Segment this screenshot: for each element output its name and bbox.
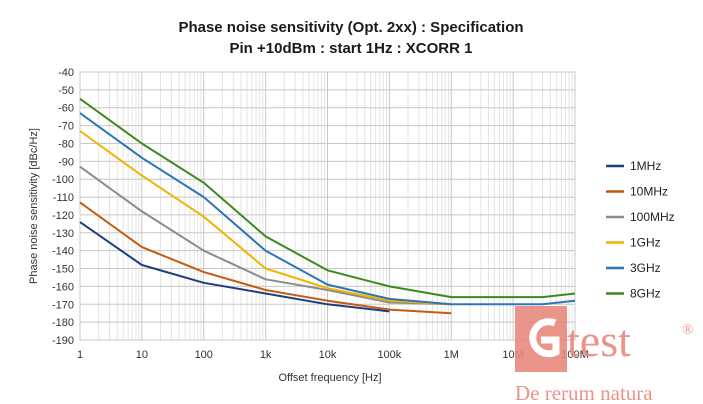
x-axis-label: Offset frequency [Hz]: [278, 372, 381, 384]
x-tick-label: 1k: [260, 349, 272, 361]
y-tick-label: -180: [52, 317, 74, 329]
legend-label: 3GHz: [630, 261, 661, 275]
series-line-10mhz: [79, 201, 452, 315]
legend-label: 8GHz: [630, 287, 661, 301]
y-tick-label: -100: [52, 174, 74, 186]
legend: 1MHz 10MHz 100MHz 1GHz 3GHz 8GHz: [606, 159, 675, 301]
x-tick-label: 100M: [561, 349, 589, 361]
y-axis-label: Phase noise sensitivity [dBc/Hz]: [28, 128, 40, 284]
y-tick-label: -40: [58, 67, 74, 79]
minor-gridlines: [98, 72, 573, 340]
series-line-100mhz: [79, 165, 452, 306]
x-tick-label: 10: [136, 349, 148, 361]
x-axis-ticks: 1 10 100 1k 10k 100k 1M 10M 100M: [77, 349, 589, 361]
y-tick-label: -160: [52, 281, 74, 293]
x-tick-label: 10k: [319, 349, 337, 361]
legend-label: 1GHz: [630, 236, 661, 250]
series-line-1ghz: [79, 130, 452, 306]
x-tick-label: 100: [195, 349, 213, 361]
series-line-8ghz: [79, 97, 576, 299]
watermark-logo-text: test: [567, 315, 631, 366]
y-tick-label: -170: [52, 299, 74, 311]
series-line-1mhz: [79, 221, 390, 313]
y-tick-label: -140: [52, 246, 74, 258]
y-tick-label: -190: [52, 335, 74, 347]
y-axis-ticks: -40 -50 -60 -70 -80 -90 -100 -110 -120 -130 -140 -1…: [52, 67, 74, 347]
watermark-registered-mark: ®: [682, 322, 693, 338]
major-gridlines: [79, 71, 576, 341]
x-tick-label: 1M: [444, 349, 459, 361]
series-lines: [79, 97, 576, 315]
y-tick-label: -150: [52, 264, 74, 276]
chart-title: Phase noise sensitivity (Opt. 2xx) : Spe…: [178, 19, 523, 36]
chart-subtitle: Pin +10dBm : start 1Hz : XCORR 1: [230, 40, 473, 57]
legend-label: 10MHz: [630, 185, 668, 199]
x-tick-label: 1: [77, 349, 83, 361]
y-tick-label: -60: [58, 103, 74, 115]
y-tick-label: -120: [52, 210, 74, 222]
y-tick-label: -130: [52, 228, 74, 240]
x-tick-label: 100k: [377, 349, 401, 361]
gtest-watermark: test ® De rerum natura: [515, 306, 693, 404]
series-line-3ghz: [79, 112, 576, 306]
y-tick-label: -80: [58, 138, 74, 150]
legend-label: 1MHz: [630, 159, 661, 173]
y-tick-label: -110: [53, 192, 74, 204]
y-tick-label: -50: [58, 85, 74, 97]
legend-label: 100MHz: [630, 210, 675, 224]
y-tick-label: -90: [58, 156, 74, 168]
watermark-g-mark: [529, 318, 560, 358]
watermark-tagline: De rerum natura: [515, 381, 653, 404]
y-tick-label: -70: [58, 121, 74, 133]
